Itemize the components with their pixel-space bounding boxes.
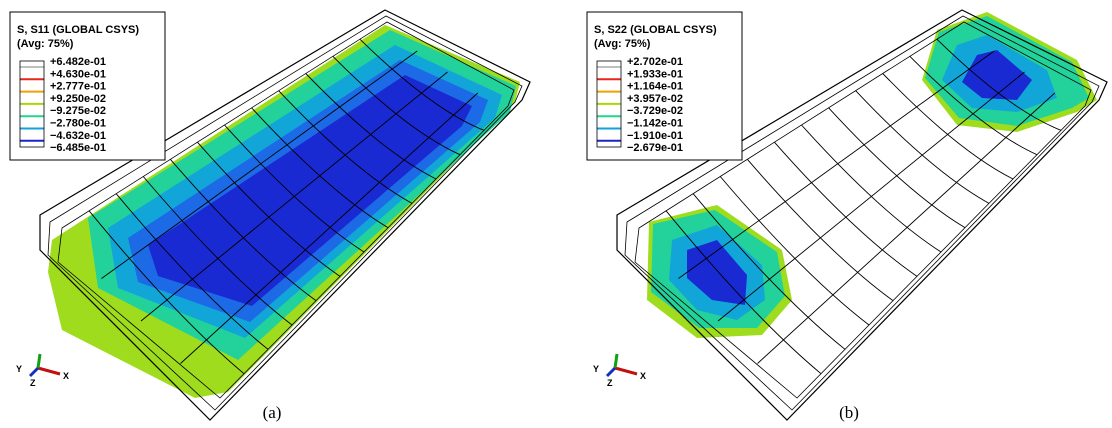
legend-swatch-frame [596,60,622,148]
legend-entry: −2.679e-01 [627,142,683,154]
triad-arrow [36,353,42,369]
triad-label: Z [30,378,36,388]
legend-subtitle: (Avg: 75%) [17,38,74,50]
legend-entry: +9.250e-02 [50,93,106,105]
mesh-line [757,92,1056,364]
legend-subtitle: (Avg: 75%) [594,38,651,50]
mesh-line [719,176,870,326]
legend-swatch-frame [19,60,45,148]
mesh-line [665,210,822,375]
legend-box [9,11,166,161]
legend-entry: −3.729e-02 [627,105,683,117]
triad-arrow [614,366,638,376]
caption: (b) [839,403,859,422]
mesh-line [101,50,418,279]
triad-label: X [640,371,646,381]
legend-entry: −1.910e-01 [627,130,683,142]
legend-entry: +1.164e-01 [627,81,683,93]
mesh-line [224,124,365,253]
mesh-line [882,73,1014,180]
legend-entry: +6.482e-01 [50,56,106,68]
legend-title: S, S22 (GLOBAL CSYS) [594,24,717,36]
mesh-line [359,38,485,131]
legend-entry: −9.275e-02 [50,105,106,117]
legend-entry: +3.957e-02 [627,93,683,105]
mesh-line [717,71,1025,322]
legend-box [586,11,743,161]
mesh-line [140,71,448,322]
mesh-line [678,50,995,279]
mesh-line [180,92,479,364]
legend-entry: −6.485e-01 [50,142,106,154]
caption: (a) [263,403,282,422]
triad-arrow [613,353,619,369]
triad-label: Z [607,378,613,388]
mesh-line [169,159,317,302]
panel-b [616,9,1108,421]
mesh-line [197,141,341,277]
mesh-line [115,193,269,350]
triad-label: Y [593,364,599,374]
legend-entry: +1.933e-01 [627,68,683,80]
mesh-line [801,124,942,253]
mesh-line [746,159,894,302]
legend-entry: +2.777e-01 [50,81,106,93]
triad-arrow [605,366,617,378]
triad-label: Y [16,364,22,374]
triad-arrow [28,366,40,378]
mesh-line [692,193,846,350]
mesh-line [88,210,245,375]
legend-entry: −2.780e-01 [50,118,106,130]
legend-title: S, S11 (GLOBAL CSYS) [17,24,139,36]
mesh-line [909,56,1038,156]
mesh-line [251,107,389,229]
legend-entry: −1.142e-01 [627,118,683,130]
mesh-line [142,176,293,326]
triad-label: X [63,371,69,381]
mesh-line [828,107,966,229]
legend-entry: +4.630e-01 [50,68,106,80]
mesh-line [774,141,918,277]
mesh-line [855,90,990,204]
panel-a [39,9,531,421]
mesh-line [305,73,437,180]
mesh-line [332,56,461,156]
legend-entry: +2.702e-01 [627,56,683,68]
triad-arrow [37,366,61,376]
mesh-line [936,38,1062,131]
mesh-line [278,90,413,204]
legend-entry: −4.632e-01 [50,130,106,142]
